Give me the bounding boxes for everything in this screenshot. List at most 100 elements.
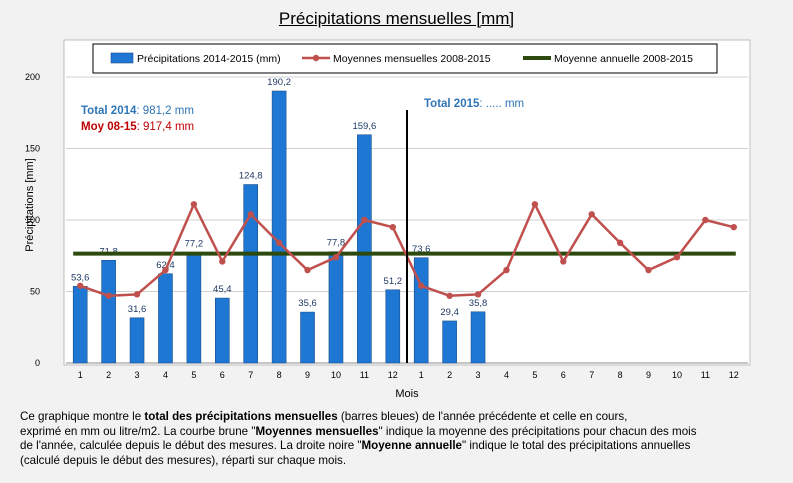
bar	[357, 134, 372, 364]
bar-value-label: 51,2	[384, 276, 403, 287]
x-tick-label: 7	[248, 370, 253, 380]
monthly-average-point	[503, 266, 510, 274]
caption-line: (calculé depuis le début des mesures), r…	[20, 453, 347, 467]
x-tick-label: 6	[561, 370, 566, 380]
bar-value-label: 77,8	[327, 238, 346, 249]
chart-description: Ce graphique montre le total des précipi…	[20, 410, 790, 468]
x-tick-label: 3	[135, 370, 140, 380]
legend-label: Moyenne annuelle 2008-2015	[554, 53, 693, 65]
y-tick-label: 50	[30, 287, 40, 297]
bar-value-label: 45,4	[213, 284, 232, 295]
monthly-average-point	[588, 211, 595, 218]
bar-value-label: 35,8	[469, 298, 488, 309]
legend-box	[92, 43, 718, 74]
y-tick-label: 100	[25, 215, 40, 225]
x-tick-label: 6	[220, 370, 225, 380]
monthly-average-point	[418, 282, 425, 289]
bar	[271, 90, 287, 364]
bar-value-label: 190,2	[267, 77, 291, 88]
bar-value-label: 31,6	[128, 304, 147, 315]
monthly-average-point	[446, 292, 453, 299]
bar-value-label: 124,8	[239, 171, 263, 182]
monthly-average-point	[730, 223, 737, 231]
monthly-average-point	[77, 282, 84, 289]
x-tick-label: 10	[331, 370, 341, 380]
x-axis-title: Mois	[395, 388, 419, 400]
monthly-average-point	[531, 201, 539, 208]
monthly-average-point	[304, 266, 311, 274]
x-tick-label: 2	[447, 370, 452, 380]
x-tick-label: 3	[476, 370, 481, 380]
annotation-total: Moy 08-15: 917,4 mm	[81, 121, 194, 133]
caption-line: Ce graphique montre le total des précipi…	[20, 410, 628, 423]
caption-line: exprimé en mm ou litre/m2. La courbe bru…	[20, 424, 697, 438]
bar-value-label: 62,4	[156, 260, 175, 271]
x-tick-label: 10	[672, 370, 682, 380]
bar	[470, 311, 486, 364]
bar	[243, 184, 259, 364]
bar	[158, 273, 173, 364]
x-tick-label: 5	[191, 370, 196, 380]
monthly-average-point	[560, 258, 567, 265]
x-tick-label: 1	[419, 370, 424, 380]
bar-value-label: 159,6	[352, 121, 376, 132]
monthly-average-point	[361, 216, 368, 224]
bar	[101, 260, 116, 364]
monthly-average-point	[219, 258, 226, 265]
bar	[72, 286, 88, 364]
x-tick-label: 5	[532, 370, 537, 380]
monthly-average-point	[275, 239, 283, 247]
bar	[214, 297, 230, 364]
x-tick-label: 2	[106, 370, 111, 380]
bar-value-label: 73,6	[412, 244, 431, 255]
monthly-average-point	[616, 239, 624, 247]
x-tick-label: 4	[504, 370, 509, 380]
bar	[385, 289, 401, 364]
x-tick-label: 12	[388, 370, 398, 380]
monthly-average-point	[702, 216, 709, 224]
monthly-average-point	[645, 266, 652, 274]
bar-value-label: 77,2	[185, 239, 204, 250]
x-tick-label: 8	[277, 370, 282, 380]
monthly-average-point	[389, 223, 396, 231]
monthly-average-point	[673, 253, 681, 261]
monthly-average-point	[133, 291, 141, 298]
y-tick-label: 0	[35, 358, 40, 368]
annotation-total: Total 2014: 981,2 mm	[81, 105, 194, 117]
bar-value-label: 35,6	[298, 298, 317, 309]
x-tick-label: 11	[701, 370, 710, 380]
monthly-average-point	[332, 253, 340, 261]
legend-label: Moyennes mensuelles 2008-2015	[333, 53, 491, 65]
x-tick-label: 11	[360, 370, 369, 380]
legend-label: Précipitations 2014-2015 (mm)	[137, 53, 281, 65]
x-tick-label: 7	[589, 370, 594, 380]
monthly-average-point	[162, 266, 169, 274]
x-tick-label: 9	[646, 370, 651, 380]
monthly-average-point	[190, 201, 198, 208]
monthly-average-point	[105, 292, 112, 299]
page-title: Précipitations mensuelles [mm]	[278, 9, 515, 28]
x-tick-label: 9	[305, 370, 310, 380]
y-tick-label: 200	[25, 72, 40, 82]
x-tick-label: 4	[163, 370, 168, 380]
caption-line: de l'année, calculée depuis le début des…	[20, 439, 691, 452]
legend-swatch-bar	[110, 52, 134, 64]
monthly-average-point	[247, 211, 254, 218]
bar-value-label: 53,6	[71, 272, 90, 283]
bar	[442, 320, 457, 364]
x-tick-label: 1	[78, 370, 83, 380]
bar	[413, 257, 429, 364]
x-tick-label: 8	[618, 370, 623, 380]
annotation-total: Total 2015: ..... mm	[424, 98, 524, 110]
legend-swatch-marker	[312, 54, 320, 62]
bar-value-label: 29,4	[440, 307, 459, 318]
x-tick-label: 12	[729, 370, 739, 380]
bar	[186, 252, 202, 364]
y-tick-label: 150	[25, 144, 40, 154]
y-axis-title: Précipitations [mm]	[24, 158, 36, 252]
bar	[300, 311, 315, 364]
bar	[129, 317, 145, 364]
monthly-average-point	[474, 291, 482, 298]
bar	[328, 251, 344, 364]
